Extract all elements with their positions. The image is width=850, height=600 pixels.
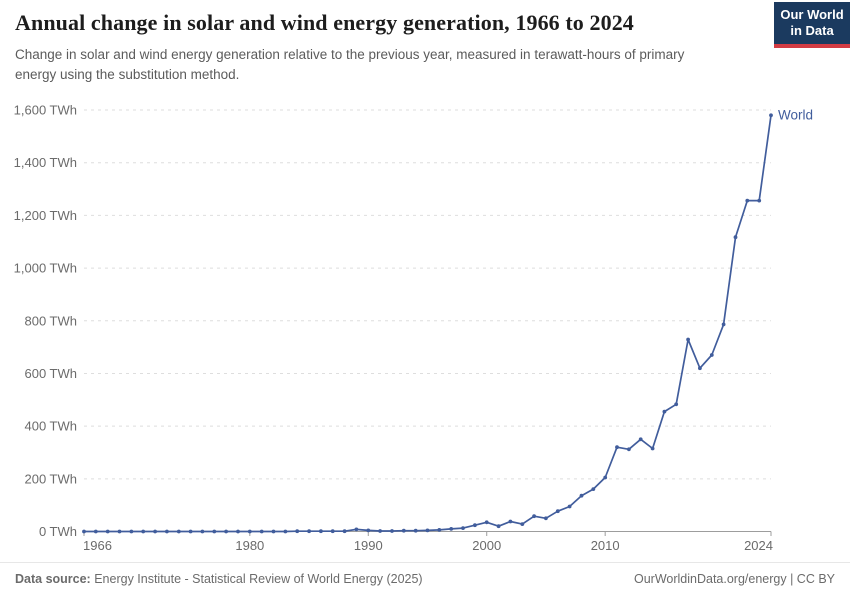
data-point[interactable] [236, 529, 240, 534]
credit-link[interactable]: OurWorldinData.org/energy | CC BY [633, 572, 835, 586]
chart-header: Annual change in solar and wind energy g… [15, 10, 835, 85]
data-point[interactable] [319, 529, 323, 534]
x-axis-tick-label: 2024 [744, 538, 773, 553]
data-point[interactable] [117, 529, 122, 534]
data-point[interactable] [401, 528, 406, 533]
data-point[interactable] [662, 409, 667, 414]
series-end-label: World [778, 107, 813, 122]
data-point[interactable] [520, 522, 525, 526]
data-point[interactable] [709, 353, 714, 357]
data-point[interactable] [366, 528, 371, 533]
y-axis-tick-label: 0 TWh [39, 524, 77, 539]
data-point[interactable] [307, 529, 311, 534]
x-axis-tick-label: 2000 [472, 538, 501, 553]
x-axis-tick-label: 1990 [354, 538, 383, 553]
y-axis-tick-label: 600 TWh [24, 366, 77, 381]
data-point[interactable] [769, 113, 773, 118]
data-point[interactable] [342, 529, 347, 534]
data-point[interactable] [247, 529, 252, 534]
data-point[interactable] [413, 528, 418, 533]
data-point[interactable] [390, 529, 394, 533]
owid-logo-line1: Our World [780, 7, 844, 22]
data-point[interactable] [425, 528, 430, 533]
data-point[interactable] [615, 445, 619, 450]
data-point[interactable] [93, 529, 98, 534]
x-axis-tick-label: 1966 [83, 538, 112, 553]
y-axis-tick-label: 1,000 TWh [14, 261, 77, 276]
data-point[interactable] [745, 198, 750, 203]
data-point[interactable] [259, 529, 264, 534]
data-point[interactable] [544, 516, 548, 521]
data-point[interactable] [212, 529, 217, 534]
chart-footer: Data source: Energy Institute - Statisti… [0, 562, 850, 586]
data-point[interactable] [532, 514, 536, 519]
owid-logo-box: Our World in Data [774, 2, 850, 44]
data-source-value: Energy Institute - Statistical Review of… [90, 572, 423, 586]
data-point[interactable] [378, 529, 382, 533]
data-point[interactable] [129, 529, 134, 534]
y-axis-tick-label: 800 TWh [24, 313, 77, 328]
data-point[interactable] [200, 529, 205, 534]
data-point[interactable] [295, 529, 300, 534]
y-axis-tick-label: 1,600 TWh [14, 103, 77, 118]
data-point[interactable] [567, 504, 572, 509]
data-point[interactable] [354, 527, 359, 532]
data-point[interactable] [591, 487, 596, 491]
data-point[interactable] [698, 366, 702, 371]
y-axis-tick-label: 1,400 TWh [14, 155, 77, 170]
data-line-world[interactable] [83, 114, 772, 533]
y-axis-tick-label: 200 TWh [24, 471, 77, 486]
data-point[interactable] [721, 322, 726, 327]
data-point[interactable] [579, 493, 584, 498]
data-point[interactable] [165, 529, 169, 534]
owid-logo[interactable]: Our World in Data [774, 2, 850, 48]
y-axis-tick-label: 1,200 TWh [14, 208, 77, 223]
x-axis-tick-label: 1980 [235, 538, 264, 553]
data-point[interactable] [330, 529, 335, 534]
data-point[interactable] [271, 529, 276, 534]
data-point[interactable] [461, 526, 465, 530]
data-point[interactable] [82, 529, 86, 534]
data-point[interactable] [141, 529, 146, 534]
data-point[interactable] [603, 475, 608, 480]
page-title: Annual change in solar and wind energy g… [15, 10, 634, 35]
y-axis-tick-label: 400 TWh [24, 419, 77, 434]
data-point[interactable] [650, 446, 655, 451]
data-point[interactable] [437, 528, 442, 532]
data-point[interactable] [555, 509, 560, 514]
data-point[interactable] [176, 529, 181, 534]
data-point[interactable] [224, 529, 229, 534]
data-point[interactable] [508, 519, 513, 524]
data-point[interactable] [686, 337, 690, 342]
data-point[interactable] [105, 529, 110, 534]
data-point[interactable] [484, 520, 489, 525]
data-point[interactable] [283, 529, 288, 534]
data-point[interactable] [674, 402, 679, 407]
data-point[interactable] [188, 529, 193, 534]
data-point[interactable] [153, 529, 158, 534]
data-point[interactable] [627, 447, 631, 452]
owid-logo-line2: in Data [790, 23, 834, 39]
chart-subtitle: Change in solar and wind energy generati… [15, 47, 685, 82]
data-source-note: Data source: Energy Institute - Statisti… [15, 572, 423, 586]
x-axis-tick-label: 2010 [591, 538, 620, 553]
owid-logo-red-strip [774, 43, 850, 48]
data-point[interactable] [638, 437, 643, 442]
data-source-label: Data source: [15, 572, 91, 586]
data-point[interactable] [757, 198, 762, 203]
data-point[interactable] [733, 235, 738, 240]
data-point[interactable] [473, 523, 477, 528]
data-point[interactable] [449, 527, 454, 531]
data-point[interactable] [496, 524, 501, 529]
